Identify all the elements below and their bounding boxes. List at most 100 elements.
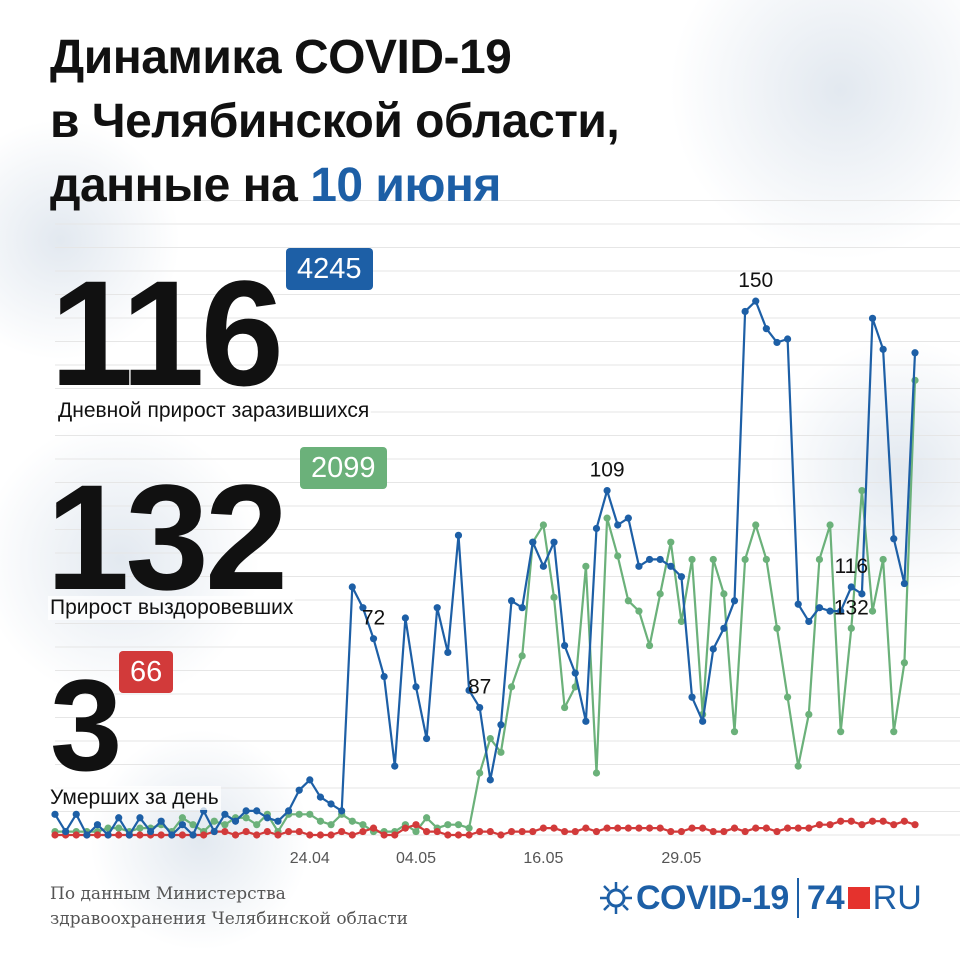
deaths-data-point: [720, 827, 728, 836]
recovered-data-point: [603, 514, 611, 522]
recovered-data-point: [656, 590, 664, 598]
recovered-data-point: [741, 555, 749, 564]
infected-data-point: [72, 810, 80, 818]
recovered-data-point: [454, 821, 463, 829]
infected-data-point: [815, 604, 824, 612]
recovered-data-point: [847, 624, 855, 632]
recovered-data-point: [592, 769, 601, 777]
infected-data-point: [582, 717, 590, 725]
deaths-data-point: [200, 831, 208, 839]
infected-data-point: [125, 831, 133, 839]
deaths-data-point: [677, 827, 686, 836]
deaths-data-point: [539, 824, 547, 832]
infected-data-point: [465, 686, 473, 694]
deaths-data-point: [805, 824, 813, 832]
recovered-data-point: [879, 555, 887, 564]
infected-data-point: [253, 807, 261, 815]
infected-data-point: [369, 635, 378, 643]
recovered-data-point: [444, 821, 452, 829]
infected-data-point: [794, 600, 802, 608]
infected-data-point: [720, 624, 728, 632]
deaths-data-point: [858, 821, 866, 829]
infected-data-point: [773, 338, 781, 347]
infected-data-point: [677, 573, 686, 581]
deaths-data-point: [486, 827, 494, 836]
infected-data-point: [529, 538, 537, 546]
infected-data-point: [518, 604, 526, 612]
recovered-data-point: [507, 683, 516, 691]
deaths-data-point: [497, 831, 505, 839]
infected-data-point: [561, 641, 569, 650]
infected-data-point: [83, 831, 91, 839]
infected-data-point: [136, 814, 144, 822]
infected-data-point: [221, 810, 229, 818]
infected-data-point: [157, 817, 165, 825]
logo-divider: [796, 878, 799, 918]
recovered-data-point: [115, 824, 123, 832]
title-line-2: в Челябинской области,: [50, 95, 620, 148]
infected-data-point: [571, 669, 579, 677]
deaths-data-point: [518, 827, 526, 836]
recovered-total-badge: 2099: [300, 447, 387, 489]
recovered-data-point: [868, 607, 877, 615]
deaths-data-point: [401, 824, 409, 832]
recovered-data-point: [730, 728, 739, 736]
deaths-data-point: [645, 824, 654, 832]
deaths-data-point: [327, 831, 335, 839]
infected-data-point: [858, 590, 866, 598]
infected-data-point: [507, 597, 516, 605]
infected-data-point: [688, 693, 696, 701]
recovered-data-point: [783, 693, 792, 701]
logo-red-square: [847, 887, 870, 909]
infected-data-point: [93, 821, 102, 829]
recovered-data-point: [550, 593, 558, 601]
deaths-data-point: [900, 817, 908, 825]
recovered-data-point: [210, 817, 218, 825]
deaths-data-point: [136, 831, 144, 839]
deaths-data-point: [380, 831, 388, 839]
deaths-data-point: [794, 824, 802, 832]
infected-total-badge: 4245: [286, 248, 373, 290]
recovered-data-point: [486, 734, 494, 743]
infected-data-point: [242, 807, 250, 815]
infected-data-point: [284, 807, 293, 815]
infected-data-point: [624, 514, 632, 522]
logo-covid-text: COVID-19: [636, 878, 789, 917]
deaths-data-point: [635, 824, 643, 832]
infected-data-point: [635, 562, 643, 570]
infected-data-point: [762, 325, 770, 333]
infected-data-point: [454, 531, 463, 539]
deaths-data-point: [306, 831, 314, 839]
infected-data-point: [62, 827, 70, 836]
infected-data-point: [837, 607, 845, 615]
deaths-data-point: [93, 831, 102, 839]
deaths-data-point: [868, 817, 877, 825]
recovered-data-point: [837, 728, 845, 736]
infected-data-point: [656, 555, 664, 564]
recovered-data-point: [709, 555, 717, 564]
recovered-data-point: [582, 562, 590, 570]
deaths-data-point: [837, 817, 845, 825]
deaths-total-badge: 66: [119, 651, 174, 693]
deaths-data-point: [348, 831, 356, 839]
infected-data-point: [348, 583, 356, 591]
deaths-data-point: [911, 821, 919, 829]
deaths-data-point: [688, 824, 696, 832]
recovered-data-point: [327, 821, 335, 829]
data-source: По данным Министерства здравоохранения Ч…: [50, 882, 408, 932]
recovered-data-point: [773, 624, 781, 632]
infected-data-label: 116: [835, 555, 868, 578]
covid19-74ru-logo[interactable]: COVID-19 74 RU: [598, 873, 922, 923]
infected-data-point: [847, 583, 855, 591]
infected-data-point: [699, 717, 707, 725]
deaths-data-point: [423, 827, 431, 836]
infected-data-point: [645, 555, 654, 564]
deaths-data-point: [284, 827, 293, 836]
infected-data-point: [879, 345, 887, 353]
title-date: 10 июня: [310, 159, 501, 212]
deaths-data-point: [571, 827, 579, 836]
deaths-data-point: [507, 827, 516, 836]
infected-data-point: [433, 604, 441, 612]
deaths-data-point: [815, 821, 824, 829]
infected-caption: Дневной прирост заразившихся: [56, 399, 372, 423]
